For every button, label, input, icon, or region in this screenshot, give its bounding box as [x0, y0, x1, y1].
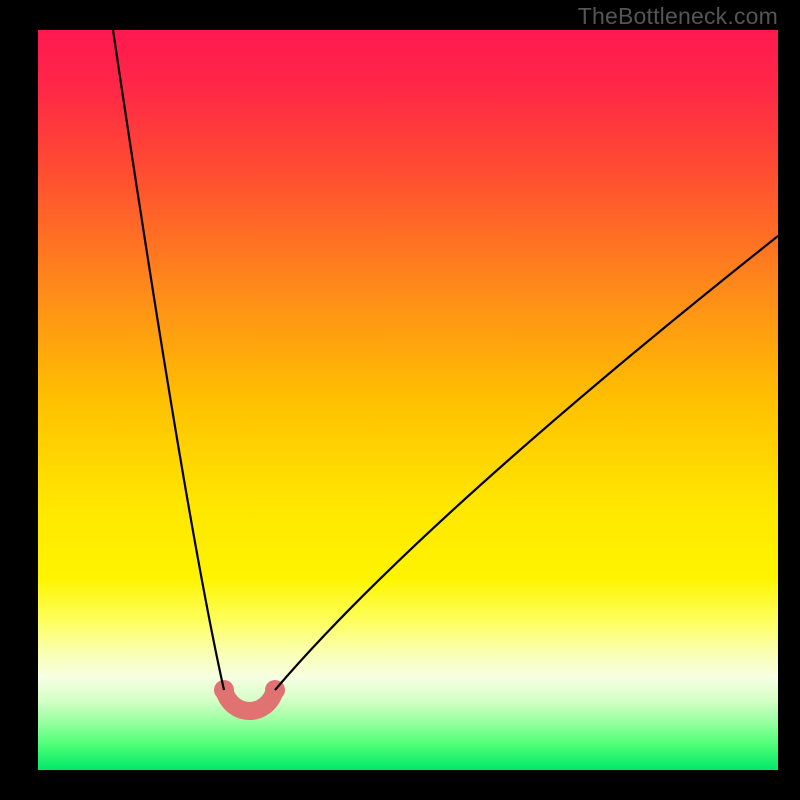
chart-container: { "canvas": { "width": 800, "height": 80… — [0, 0, 800, 800]
watermark-label: TheBottleneck.com — [578, 3, 778, 29]
watermark-text: TheBottleneck.com — [578, 3, 778, 30]
left-curve — [113, 30, 224, 690]
right-curve — [275, 236, 778, 690]
curve-overlay — [0, 0, 800, 800]
